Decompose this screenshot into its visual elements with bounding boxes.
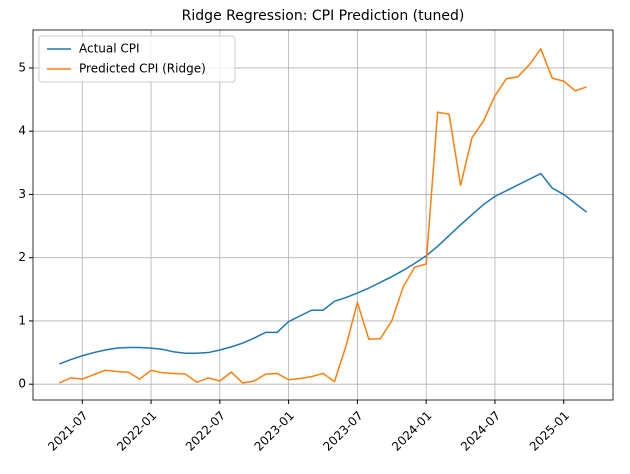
plot-frame [32, 29, 614, 401]
y-tick-label: 5 [18, 60, 26, 74]
x-tick-label: 2025-01 [527, 408, 572, 453]
x-tick-label: 2021-07 [45, 408, 90, 453]
x-tick-label: 2022-01 [114, 408, 159, 453]
x-tick-label: 2023-01 [252, 408, 297, 453]
y-tick-label: 1 [18, 313, 26, 327]
line-series [59, 47, 587, 384]
legend-box [38, 35, 236, 83]
y-tick-label: 2 [18, 250, 26, 264]
y-tick-label: 3 [18, 187, 26, 201]
x-tick-label: 2023-07 [320, 408, 365, 453]
legend-label: Predicted CPI (Ridge) [79, 62, 206, 76]
legend-label: Actual CPI [79, 42, 140, 56]
line-series [59, 172, 588, 365]
chart-title: Ridge Regression: CPI Prediction (tuned) [182, 8, 465, 24]
x-tick-label: 2024-07 [458, 408, 503, 453]
y-tick-label: 4 [18, 124, 26, 138]
y-tick-label: 0 [18, 377, 26, 391]
x-tick-label: 2024-01 [389, 408, 434, 453]
x-tick-label: 2022-07 [183, 408, 228, 453]
